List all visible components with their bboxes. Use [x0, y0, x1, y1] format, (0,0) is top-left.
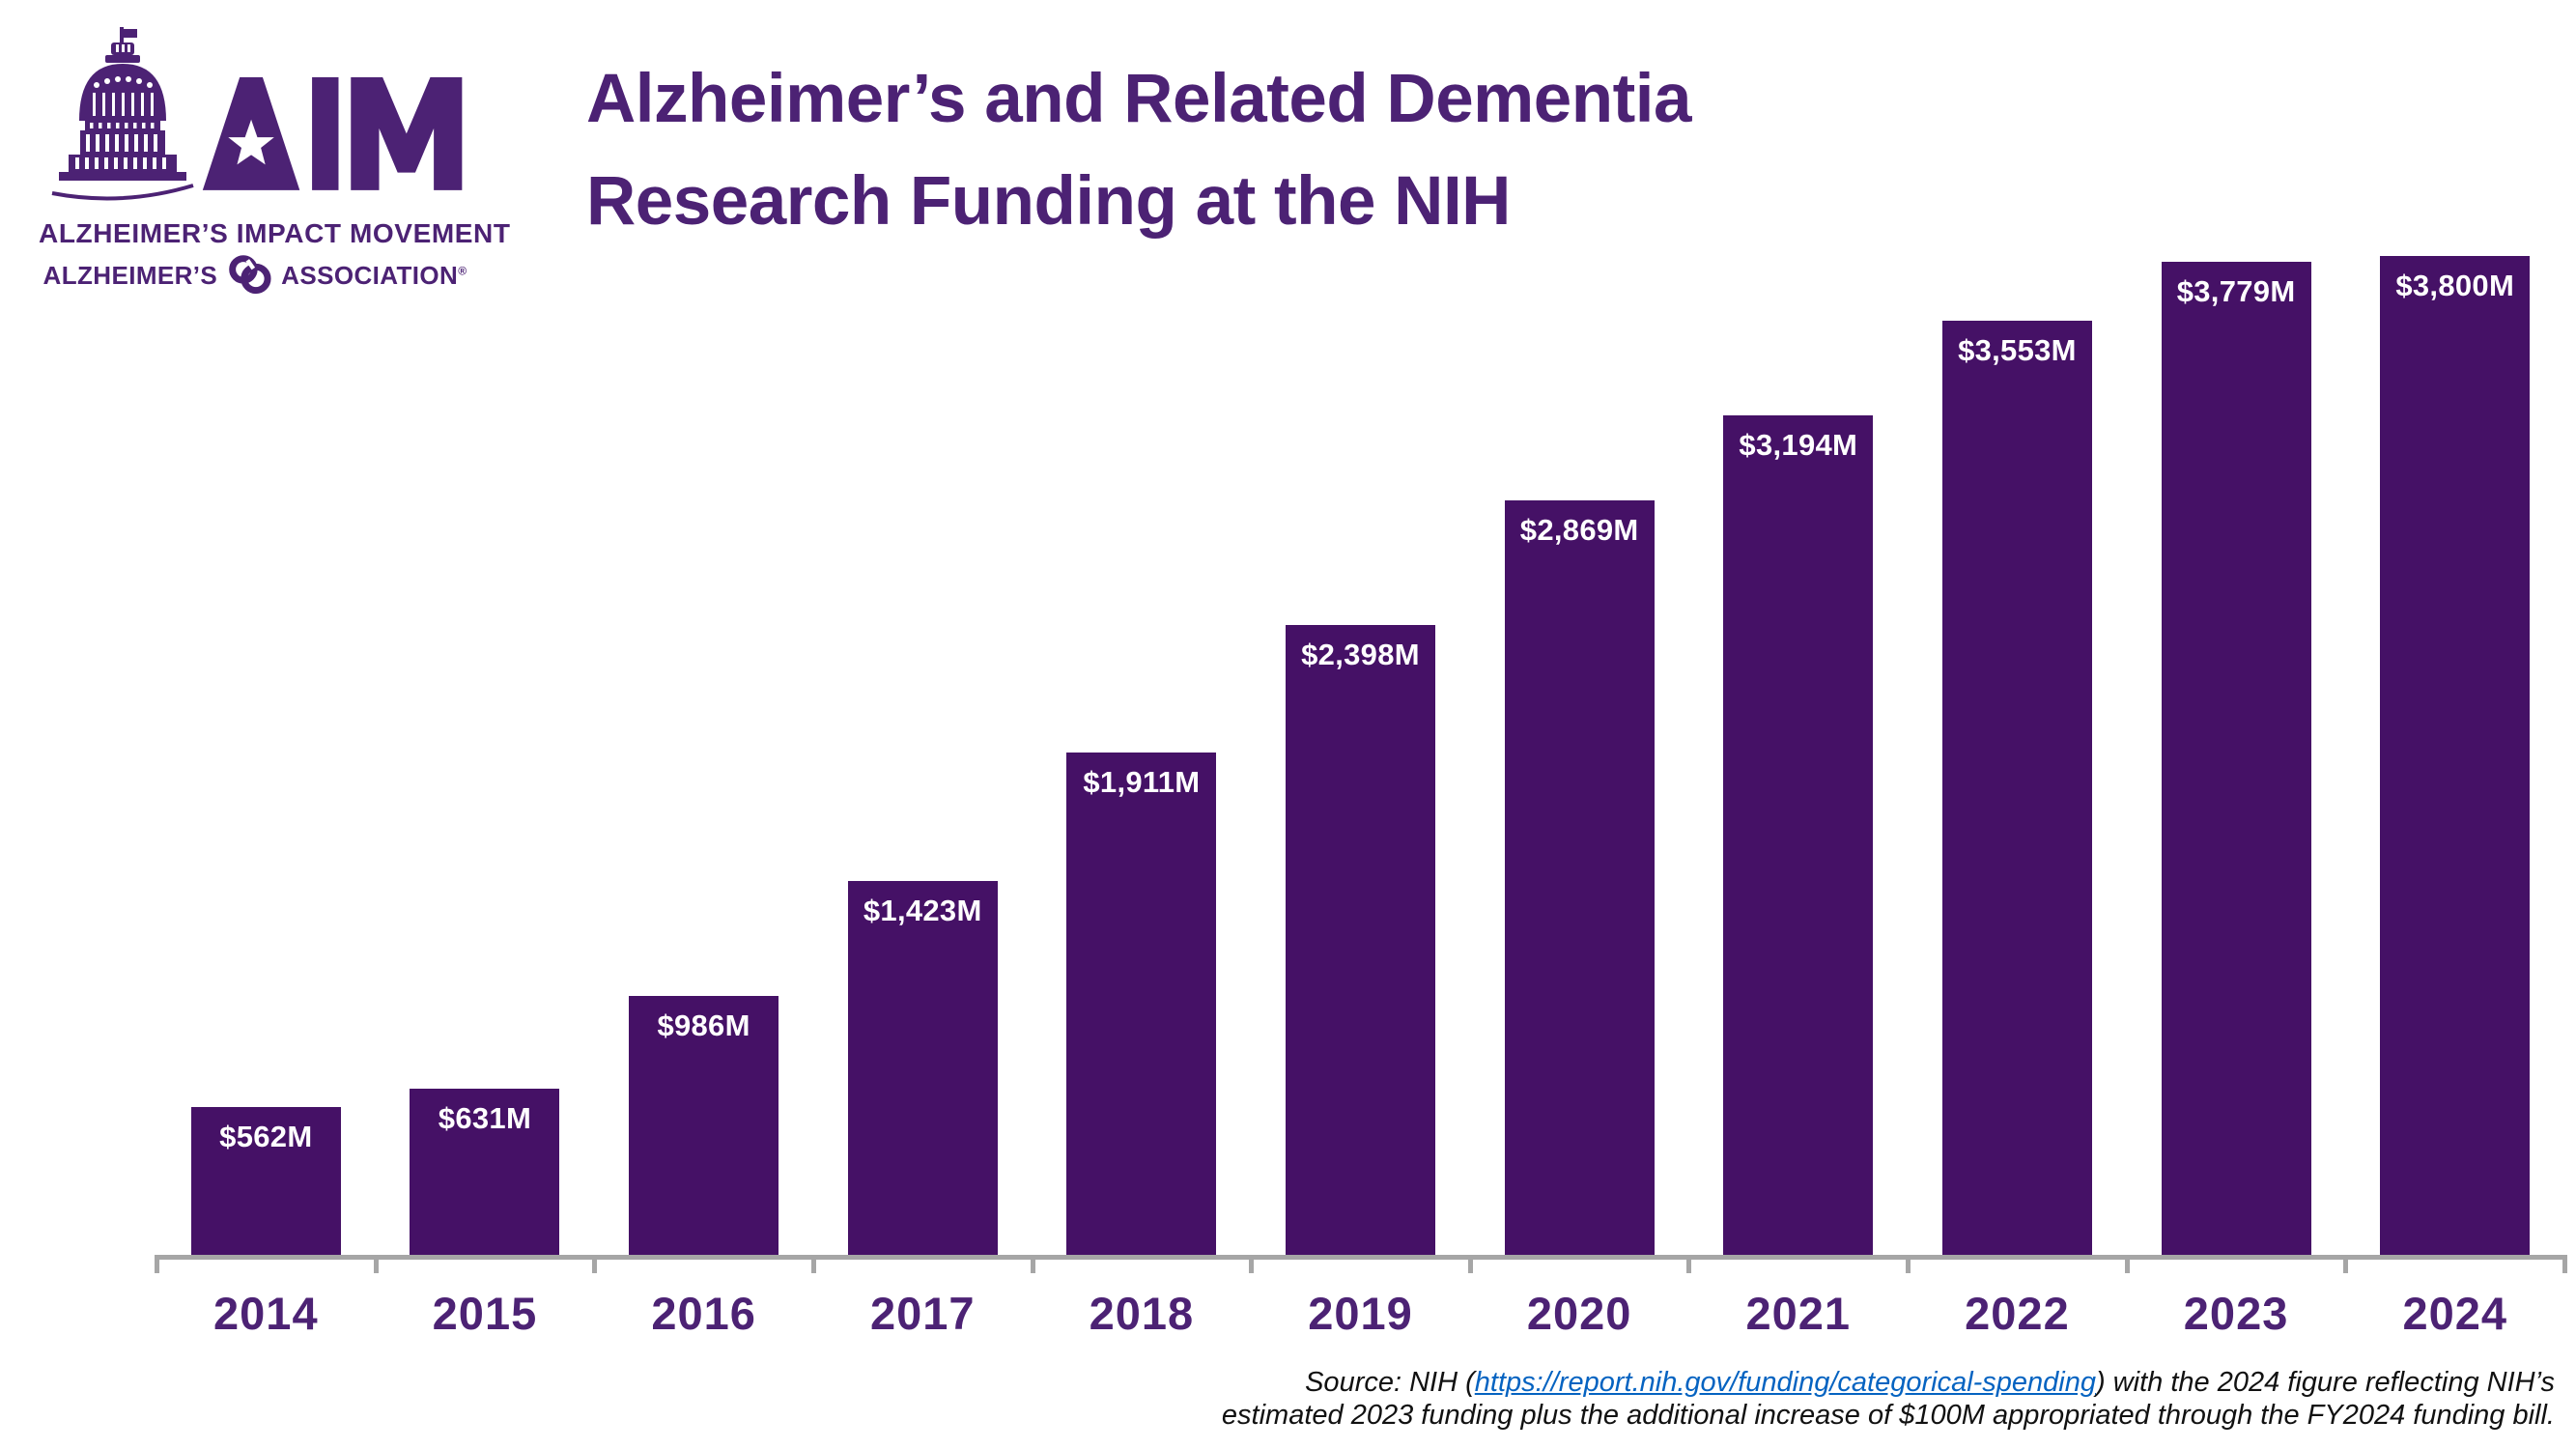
bar-column-2024: $3,800M — [2345, 256, 2564, 1255]
axis-tick — [811, 1255, 816, 1273]
bar-value-label-2023: $3,779M — [2176, 273, 2296, 308]
star-cutout-icon — [228, 119, 274, 165]
bar-2015: $631M — [410, 1089, 560, 1255]
chart-title: Alzheimer’s and Related Dementia Researc… — [586, 48, 1692, 253]
source-line2: estimated 2023 funding plus the addition… — [1221, 1400, 2555, 1431]
x-axis-labels: 2014 2015 2016 2017 2018 2019 2020 2021 2022 2023… — [156, 1287, 2564, 1340]
bar-2024: $3,800M — [2380, 256, 2531, 1255]
bar-column-2015: $631M — [376, 256, 595, 1255]
bar-2018: $1,911M — [1066, 753, 1217, 1255]
bar-value-label-2016: $986M — [657, 1008, 750, 1042]
x-axis-label-2020: 2020 — [1526, 1288, 1632, 1339]
axis-tick — [1906, 1255, 1911, 1273]
axis-tick — [1249, 1255, 1254, 1273]
source-prefix: Source: NIH ( — [1305, 1367, 1475, 1398]
aim-wordmark — [202, 76, 463, 190]
bar-column-2023: $3,779M — [2127, 256, 2346, 1255]
bar-2021: $3,194M — [1723, 414, 1874, 1255]
chart-title-line2: Research Funding at the NIH — [586, 163, 1511, 240]
axis-tick — [155, 1255, 159, 1273]
x-axis-label-2018: 2018 — [1089, 1288, 1195, 1339]
source-link[interactable]: https://report.nih.gov/funding/categoric… — [1474, 1367, 2097, 1398]
bar-value-label-2024: $3,800M — [2395, 269, 2515, 302]
bar-2014: $562M — [190, 1107, 341, 1255]
bar-column-2020: $2,869M — [1470, 256, 1689, 1255]
bar-value-label-2017: $1,423M — [863, 893, 982, 927]
bar-2016: $986M — [629, 995, 779, 1255]
x-axis-label-2024: 2024 — [2402, 1288, 2507, 1339]
association-right-label: ASSOCIATION® — [281, 260, 467, 290]
bar-value-label-2018: $1,911M — [1083, 765, 1201, 800]
axis-tick — [1686, 1255, 1691, 1273]
logo-association-line: ALZHEIMER’S ASSOCIATION® — [39, 253, 471, 298]
bar-column-2021: $3,194M — [1688, 256, 1908, 1255]
x-axis-label-2019: 2019 — [1308, 1288, 1413, 1339]
x-axis-label-2023: 2023 — [2183, 1288, 2289, 1339]
bar-2022: $3,553M — [1941, 321, 2092, 1255]
x-axis-label-2015: 2015 — [432, 1288, 538, 1339]
axis-tick — [374, 1255, 379, 1273]
axis-tick — [2125, 1255, 2130, 1273]
bar-chart-plot-area: $562M $631M $986M $1,423M $1,911M $2,398M $2,8… — [156, 256, 2564, 1255]
axis-tick — [2562, 1255, 2567, 1273]
bar-column-2022: $3,553M — [1908, 256, 2127, 1255]
source-after-link: ) with the 2024 figure reflecting NIH’s — [2096, 1367, 2555, 1398]
axis-tick — [1468, 1255, 1473, 1273]
bar-column-2018: $1,911M — [1033, 256, 1252, 1255]
bar-value-label-2015: $631M — [438, 1101, 532, 1136]
chart-title-line1: Alzheimer’s and Related Dementia — [586, 61, 1692, 137]
bar-column-2019: $2,398M — [1251, 256, 1470, 1255]
bar-2023: $3,779M — [2161, 261, 2311, 1255]
axis-tick — [592, 1255, 597, 1273]
association-left-label: ALZHEIMER’S — [42, 260, 218, 290]
bar-value-label-2019: $2,398M — [1301, 637, 1420, 671]
x-axis-label-2014: 2014 — [213, 1288, 319, 1339]
alzheimers-association-mark-icon — [229, 255, 271, 295]
bar-column-2016: $986M — [594, 256, 813, 1255]
bar-column-2017: $1,423M — [813, 256, 1033, 1255]
axis-tick — [1031, 1255, 1035, 1273]
x-axis-label-2017: 2017 — [869, 1288, 976, 1339]
bar-value-label-2014: $562M — [219, 1120, 313, 1154]
capitol-icon — [51, 27, 194, 201]
x-axis-label-2022: 2022 — [1965, 1288, 2070, 1339]
bar-2019: $2,398M — [1286, 624, 1436, 1255]
registered-mark: ® — [458, 263, 467, 277]
logo-movement-line: ALZHEIMER’S IMPACT MOVEMENT — [39, 218, 511, 248]
bar-2020: $2,869M — [1504, 500, 1655, 1255]
x-axis-label-2021: 2021 — [1745, 1288, 1852, 1339]
bar-2017: $1,423M — [847, 880, 998, 1255]
source-note: Source: NIH (https://report.nih.gov/fund… — [1222, 1366, 2555, 1432]
aim-logo: ALZHEIMER’S IMPACT MOVEMENT ALZHEIMER’S … — [39, 14, 511, 295]
bar-value-label-2020: $2,869M — [1519, 513, 1639, 548]
axis-tick — [2343, 1255, 2348, 1273]
source-line1: Source: NIH (https://report.nih.gov/fund… — [1222, 1366, 2555, 1399]
x-axis-label-2016: 2016 — [651, 1288, 756, 1339]
bar-value-label-2022: $3,553M — [1958, 333, 2077, 368]
bar-value-label-2021: $3,194M — [1739, 427, 1858, 462]
bar-column-2014: $562M — [156, 256, 376, 1255]
x-axis-line — [155, 1255, 2566, 1260]
